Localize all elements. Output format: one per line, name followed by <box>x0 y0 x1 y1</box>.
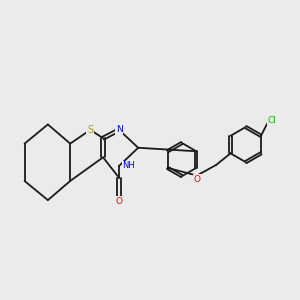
Text: O: O <box>194 175 200 184</box>
Text: N: N <box>116 125 122 134</box>
Text: Cl: Cl <box>268 116 277 125</box>
Text: S: S <box>87 125 93 135</box>
Text: O: O <box>116 196 122 206</box>
Text: NH: NH <box>122 161 135 170</box>
